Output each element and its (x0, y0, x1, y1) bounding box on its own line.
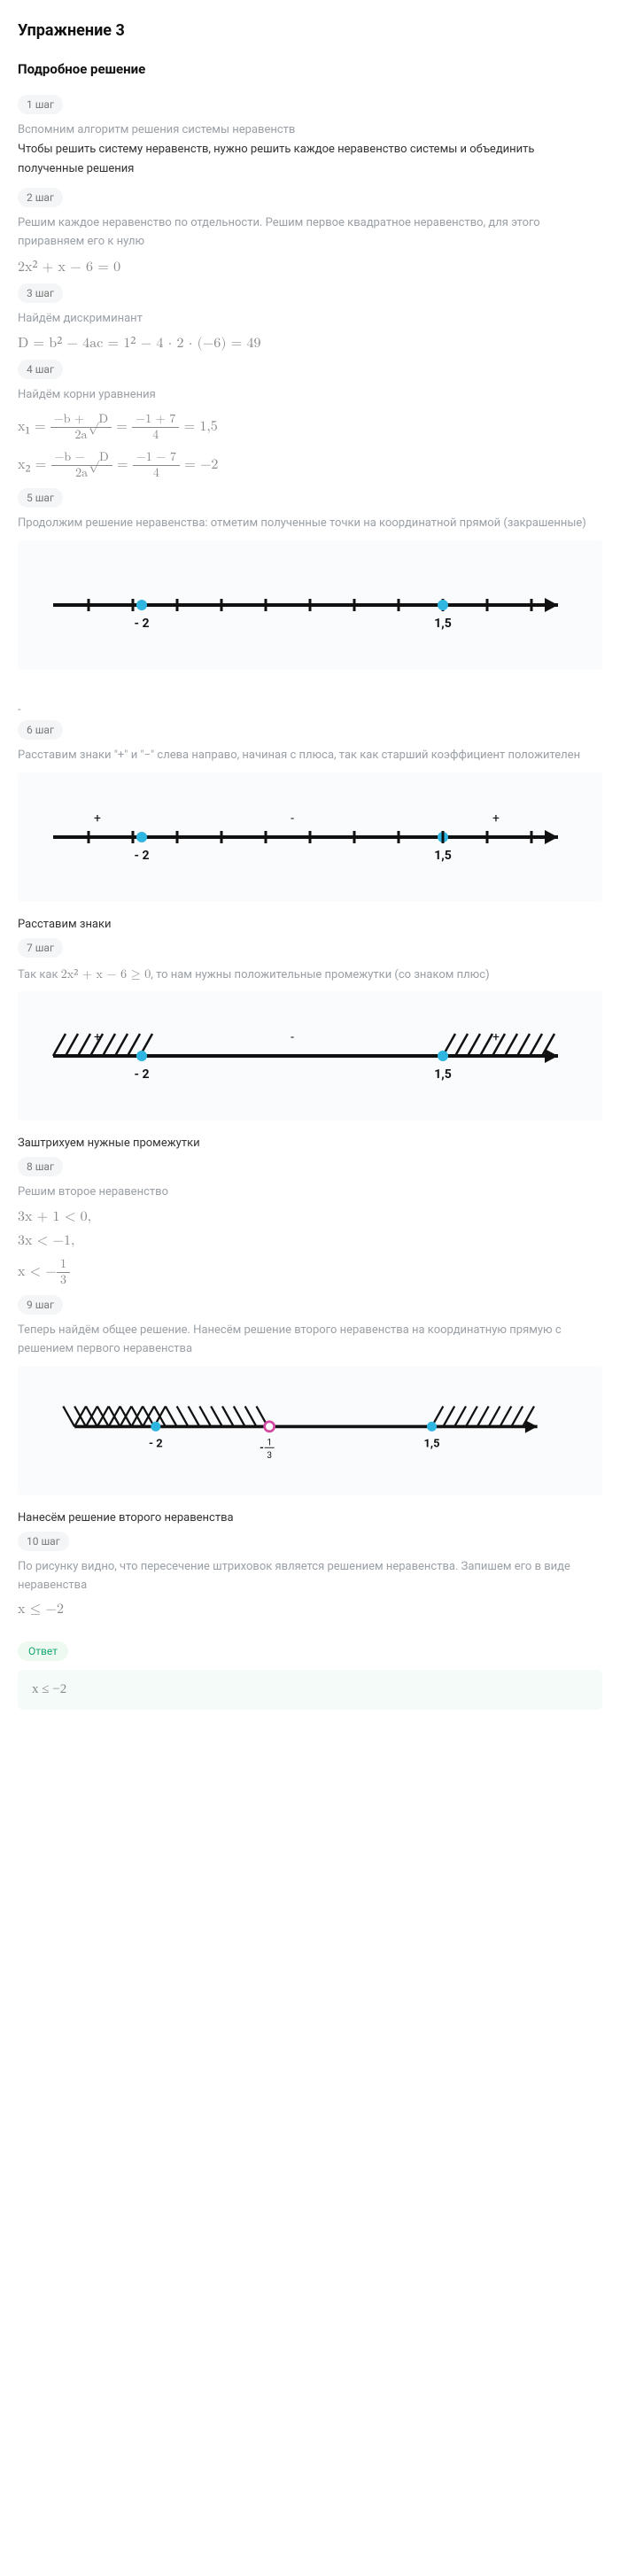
svg-text:-: - (260, 1441, 264, 1454)
step-8-l2: 3x < −1, (18, 1233, 602, 1250)
x1-rhs: = 1,5 (184, 420, 218, 434)
step-7-lead-a: Так как (18, 968, 61, 982)
exercise-title: Упражнение 3 (18, 21, 602, 40)
step-8-l1: 3x + 1 < 0, (18, 1209, 602, 1226)
s8-l3-lhs: x < − (18, 1265, 57, 1279)
svg-text:+: + (94, 811, 101, 826)
nl4-c-den: 3 (267, 1451, 272, 1461)
step-4-pill: 4 шаг (18, 360, 63, 379)
x2-rhs: = −2 (184, 458, 218, 472)
step-5-pill: 5 шаг (18, 488, 63, 508)
dash: - (18, 702, 602, 720)
numberline-4: - 2 1,5 - 1 3 (18, 1366, 602, 1495)
step-1-body: Чтобы решить систему неравенств, нужно р… (18, 140, 602, 179)
step-8-lead: Решим второе неравенство (18, 1183, 602, 1202)
step-4-lead: Найдём корни уравнения (18, 386, 602, 405)
step-6-caption: Расставим знаки (18, 918, 602, 931)
x1-den2: 4 (132, 428, 179, 443)
x1-lhs: x₁ = (18, 420, 46, 434)
step-2-pill: 2 шаг (18, 188, 63, 207)
step-9-caption: Нанесём решение второго неравенства (18, 1511, 602, 1525)
s8-l3-d: 3 (57, 1273, 70, 1288)
x1-num1: −b + √D (50, 412, 112, 428)
step-1-lead: Вспомним алгоритм решения системы нераве… (18, 121, 602, 140)
step-10-pill: 10 шаг (18, 1532, 69, 1551)
step-7-lead: Так как 2x² + x − 6 ≥ 0, то нам нужны по… (18, 965, 602, 985)
step-7-pill: 7 шаг (18, 938, 63, 958)
step-7-inline-formula: 2x² + x − 6 ≥ 0 (61, 968, 151, 981)
nl4-label-a: - 2 (149, 1437, 163, 1450)
step-5-lead: Продолжим решение неравенства: отметим п… (18, 515, 602, 533)
step-3-pill: 3 шаг (18, 283, 63, 303)
x1-den1: 2a (50, 428, 112, 443)
x2-num2: −1 − 7 (133, 450, 180, 466)
step-8-l3: x < −13 (18, 1257, 602, 1288)
nl3-label-a: - 2 (134, 1067, 149, 1082)
step-3-lead: Найдём дискриминант (18, 310, 602, 329)
nl2-label-a: - 2 (134, 849, 149, 863)
x2-num1: −b − √D (51, 450, 112, 466)
answer-pill: Ответ (18, 1641, 68, 1661)
nl1-label-a: - 2 (134, 617, 149, 631)
step-2-lead: Решим каждое неравенство по отдельности.… (18, 214, 602, 252)
step-9-pill: 9 шаг (18, 1295, 63, 1315)
answer-box: x ≤ −2 (18, 1670, 602, 1710)
s8-l3-n: 1 (57, 1257, 70, 1273)
svg-text:+: + (492, 811, 500, 826)
step-7-lead-b: , то нам нужны положительные промежутки … (151, 968, 489, 982)
svg-text:+: + (492, 1030, 500, 1044)
step-9-lead: Теперь найдём общее решение. Нанесём реш… (18, 1322, 602, 1359)
x2-lhs: x₂ = (18, 458, 46, 472)
step-3-formula: D = b² − 4ac = 1² − 4 · 2 · (−6) = 49 (18, 335, 602, 353)
step-10-lead: По рисунку видно, что пересечение штрихо… (18, 1558, 602, 1595)
x2-den1: 2a (51, 466, 112, 481)
nl4-label-b: 1,5 (424, 1437, 440, 1450)
numberline-1: - 2 1,5 (18, 540, 602, 670)
step-1-pill: 1 шаг (18, 95, 63, 114)
x2-den2: 4 (133, 466, 180, 481)
section-heading: Подробное решение (18, 61, 602, 77)
numberline-2: + - + - 2 1,5 (18, 772, 602, 902)
nl1-label-b: 1,5 (434, 617, 452, 631)
nl3-label-b: 1,5 (434, 1067, 452, 1082)
step-4-x2: x₂ = −b − √D2a = −1 − 74 = −2 (18, 450, 602, 481)
nl4-c-num: 1 (267, 1438, 272, 1447)
x1-num2: −1 + 7 (132, 412, 179, 428)
svg-text:-: - (291, 1030, 294, 1044)
step-2-formula: 2x² + x − 6 = 0 (18, 259, 602, 276)
step-7-caption: Заштрихуем нужные промежутки (18, 1137, 602, 1150)
step-6-pill: 6 шаг (18, 720, 63, 740)
step-10-formula: x ≤ −2 (18, 1602, 602, 1618)
step-6-lead: Расставим знаки "+" и "−" слева направо,… (18, 747, 602, 765)
numberline-3: + - + - 2 1,5 (18, 991, 602, 1121)
step-4-x1: x₁ = −b + √D2a = −1 + 74 = 1,5 (18, 412, 602, 443)
svg-text:-: - (291, 811, 294, 826)
step-8-pill: 8 шаг (18, 1157, 63, 1176)
nl2-label-b: 1,5 (434, 849, 452, 863)
svg-text:+: + (94, 1030, 101, 1044)
